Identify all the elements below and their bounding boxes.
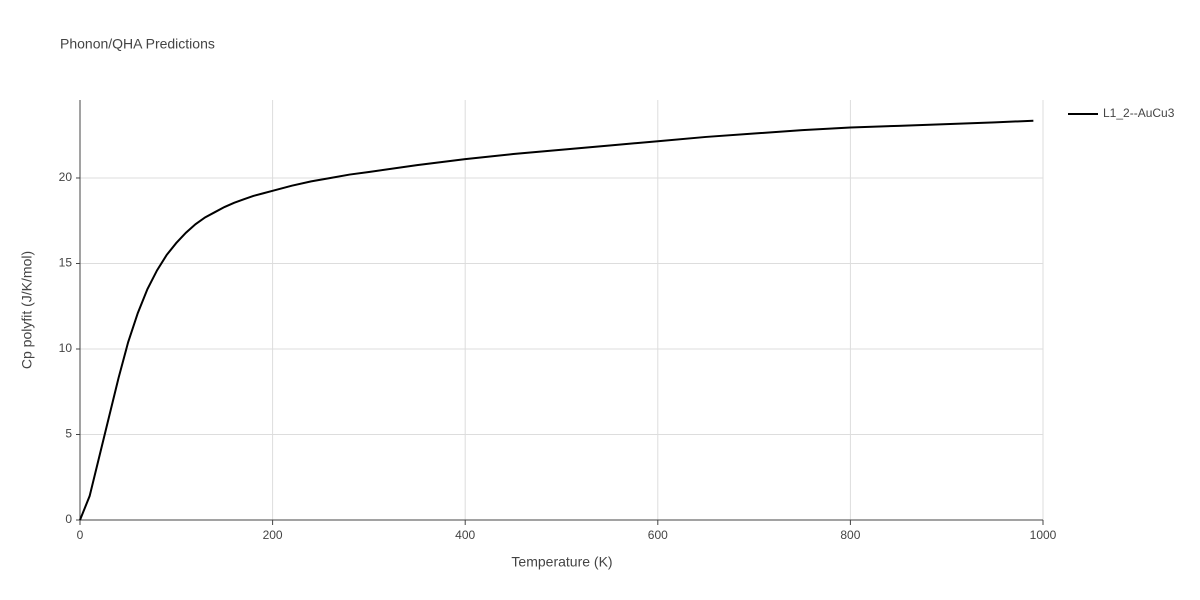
x-tick-label: 0: [77, 528, 84, 542]
y-tick-label: 10: [59, 341, 73, 355]
data-line: [79, 119, 1034, 521]
y-tick-label: 0: [65, 512, 72, 526]
x-tick-label: 400: [455, 528, 475, 542]
y-tick-label: 15: [59, 256, 73, 270]
y-axis-title: Cp polyfit (J/K/mol): [19, 251, 35, 369]
x-tick-label: 800: [840, 528, 860, 542]
chart-title: Phonon/QHA Predictions: [60, 36, 215, 52]
x-tick-label: 200: [263, 528, 283, 542]
y-tick-label: 20: [59, 170, 73, 184]
x-tick-label: 1000: [1030, 528, 1057, 542]
legend-label: L1_2--AuCu3: [1103, 106, 1175, 120]
y-tick-label: 5: [65, 427, 72, 441]
x-tick-label: 600: [648, 528, 668, 542]
x-axis-title: Temperature (K): [511, 554, 612, 570]
